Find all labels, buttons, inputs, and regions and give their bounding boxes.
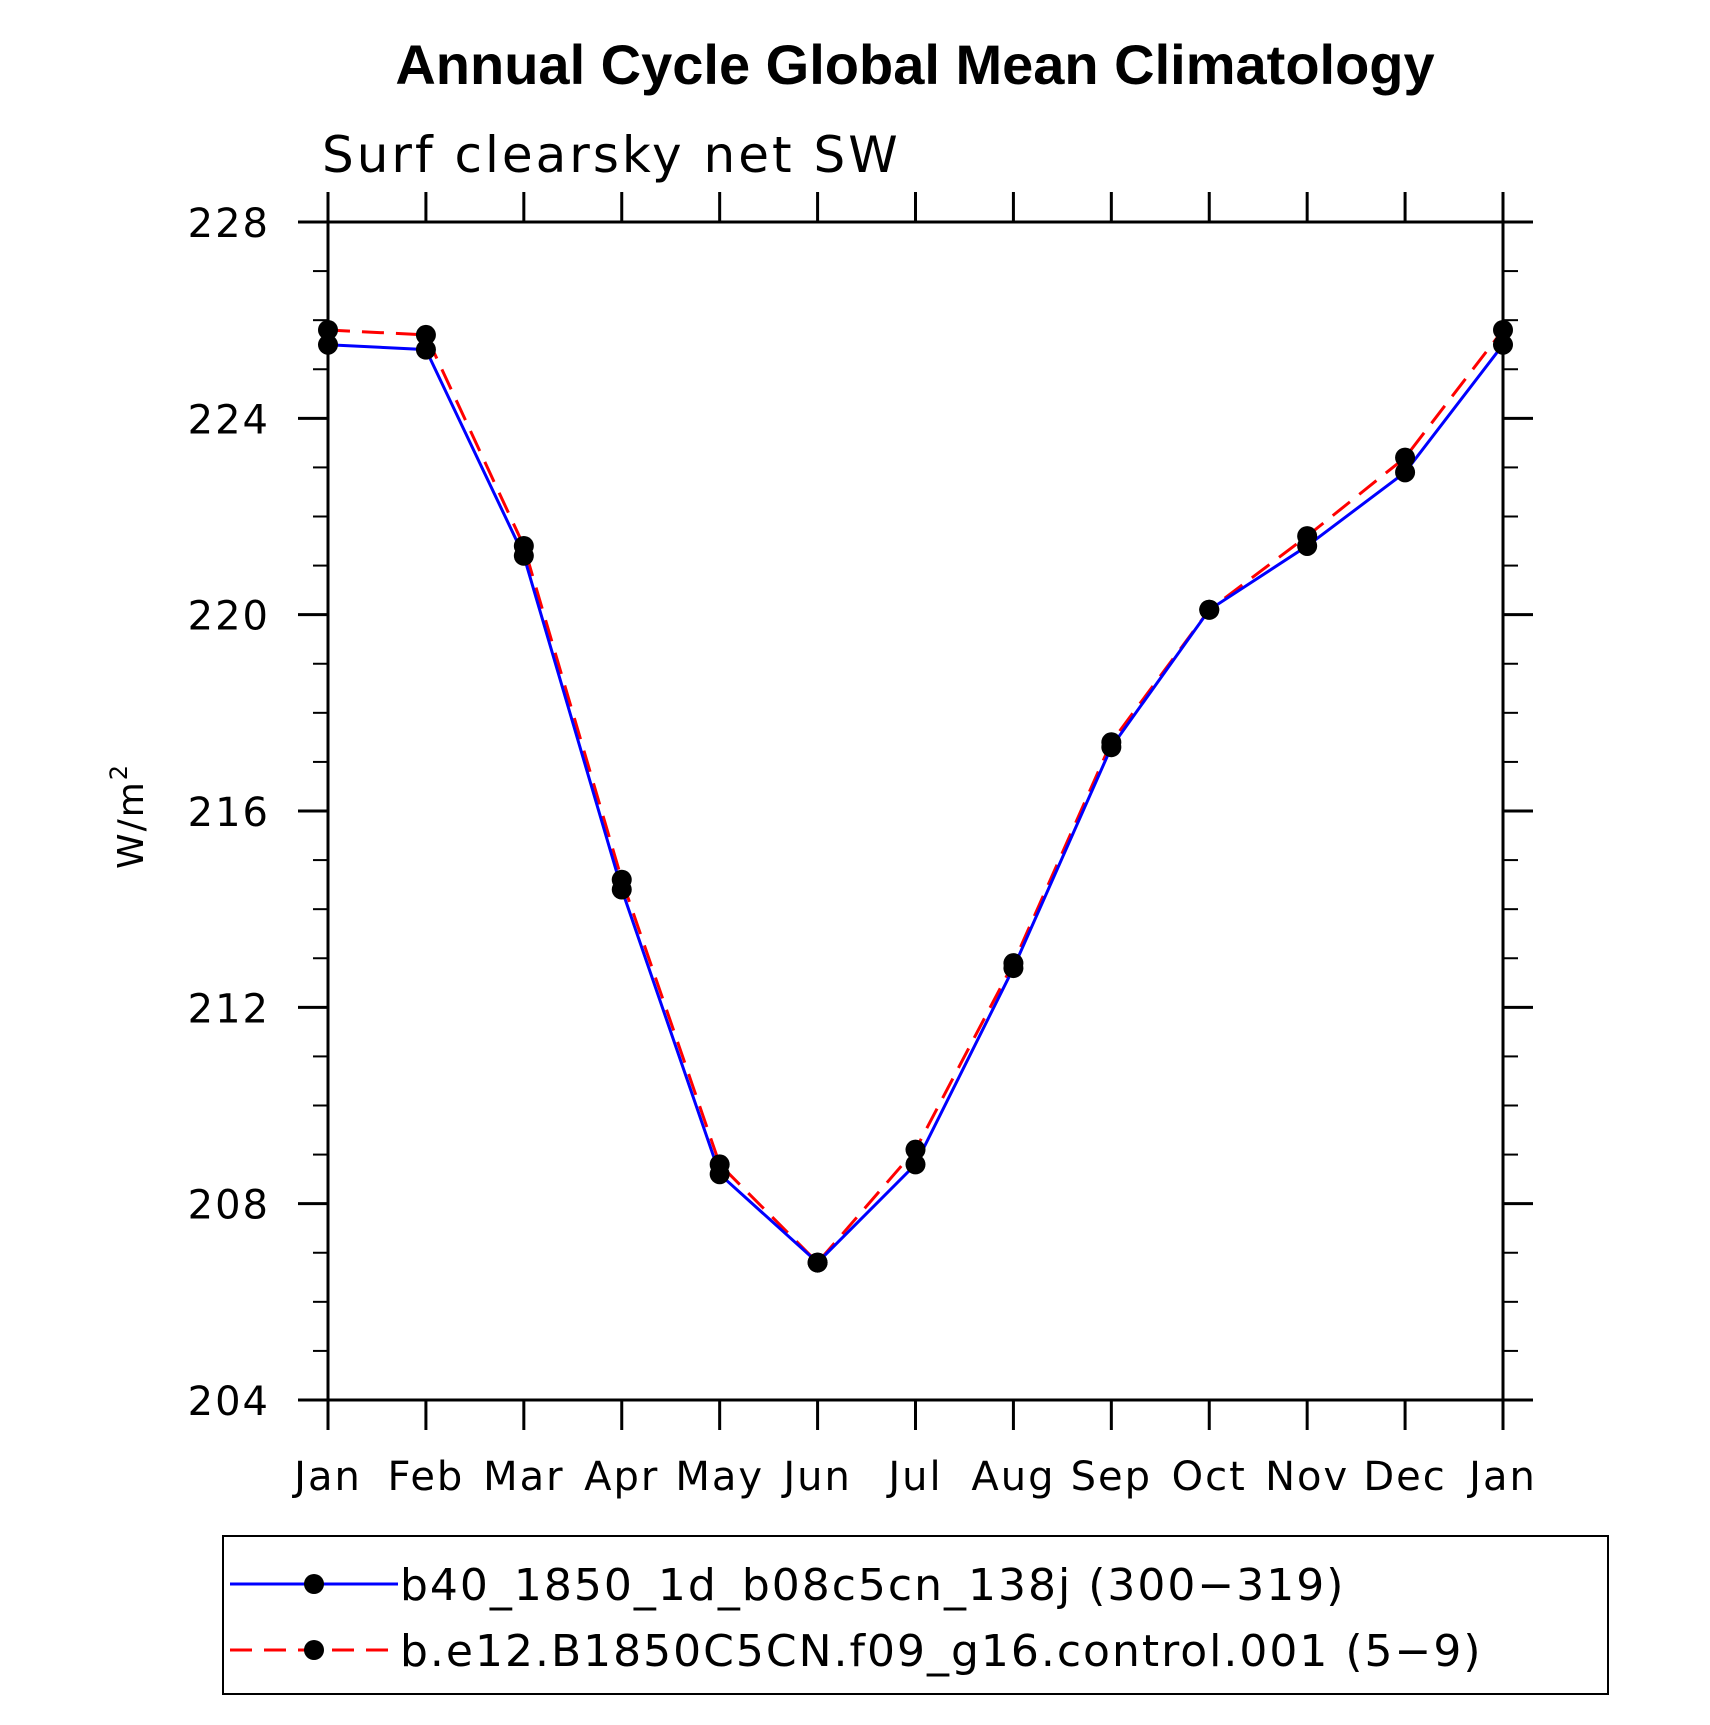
x-tick-label: Jun	[780, 1454, 852, 1500]
series-2-marker	[1101, 732, 1122, 753]
y-tick-label: 228	[188, 201, 270, 247]
x-tick-label: Jul	[885, 1454, 942, 1500]
y-tick-label: 220	[188, 594, 270, 640]
series-2-marker	[709, 1154, 730, 1175]
chart-subtitle: Surf clearsky net SW	[322, 126, 901, 184]
y-tick-label: 224	[188, 397, 270, 443]
legend-marker-1	[304, 1574, 324, 1594]
x-tick-label: Oct	[1172, 1454, 1247, 1500]
series-2-marker	[807, 1252, 828, 1273]
y-tick-label: 204	[188, 1379, 270, 1425]
svg-text:W/m2: W/m2	[105, 763, 152, 869]
x-tick-label: Sep	[1071, 1454, 1152, 1500]
series-line-1	[327, 343, 1505, 1265]
chart-title: Annual Cycle Global Mean Climatology	[395, 33, 1434, 96]
series-2-marker	[1395, 447, 1416, 468]
x-tick-label: Dec	[1363, 1454, 1446, 1500]
series-1-marker	[1395, 462, 1416, 483]
series-1-marker	[415, 339, 436, 360]
x-tick-label: Nov	[1265, 1454, 1349, 1500]
series-line-2	[327, 328, 1505, 1265]
legend-marker-2	[304, 1640, 324, 1660]
series-2-marker	[1297, 526, 1318, 547]
y-tick-label: 212	[188, 986, 270, 1032]
y-axis-label-superscript: 2	[105, 763, 133, 780]
y-axis-label: W/m2	[105, 763, 152, 869]
plot-frame	[326, 220, 1505, 1402]
x-tick-label: Feb	[388, 1454, 465, 1500]
legend: b40_1850_1d_b08c5cn_138j (300−319) b.e12.…	[222, 1535, 1609, 1695]
x-tick-label: Jan	[1466, 1454, 1537, 1500]
x-tick-label: May	[675, 1454, 764, 1500]
y-axis-label-unit: W/m	[111, 780, 152, 869]
series-2-marker	[905, 1139, 926, 1160]
x-tick-label: Mar	[483, 1454, 564, 1500]
legend-label-2: b.e12.B1850C5CN.f09_g16.control.001 (5−9…	[400, 1626, 1483, 1677]
series-2-marker	[1199, 599, 1220, 620]
legend-label-1: b40_1850_1d_b08c5cn_138j (300−319)	[400, 1560, 1345, 1611]
y-tick-label: 216	[188, 790, 270, 836]
series-2-marker	[513, 535, 534, 556]
x-tick-label: Aug	[971, 1454, 1055, 1500]
series-2-marker	[611, 869, 632, 890]
series-2-marker	[415, 324, 436, 345]
series-1-marker	[905, 1154, 926, 1175]
x-tick-label: Apr	[584, 1454, 659, 1500]
series-2-marker	[1003, 953, 1024, 974]
legend-frame	[222, 1535, 1609, 1695]
y-tick-label: 208	[188, 1183, 270, 1229]
x-tick-label: Jan	[291, 1454, 362, 1500]
